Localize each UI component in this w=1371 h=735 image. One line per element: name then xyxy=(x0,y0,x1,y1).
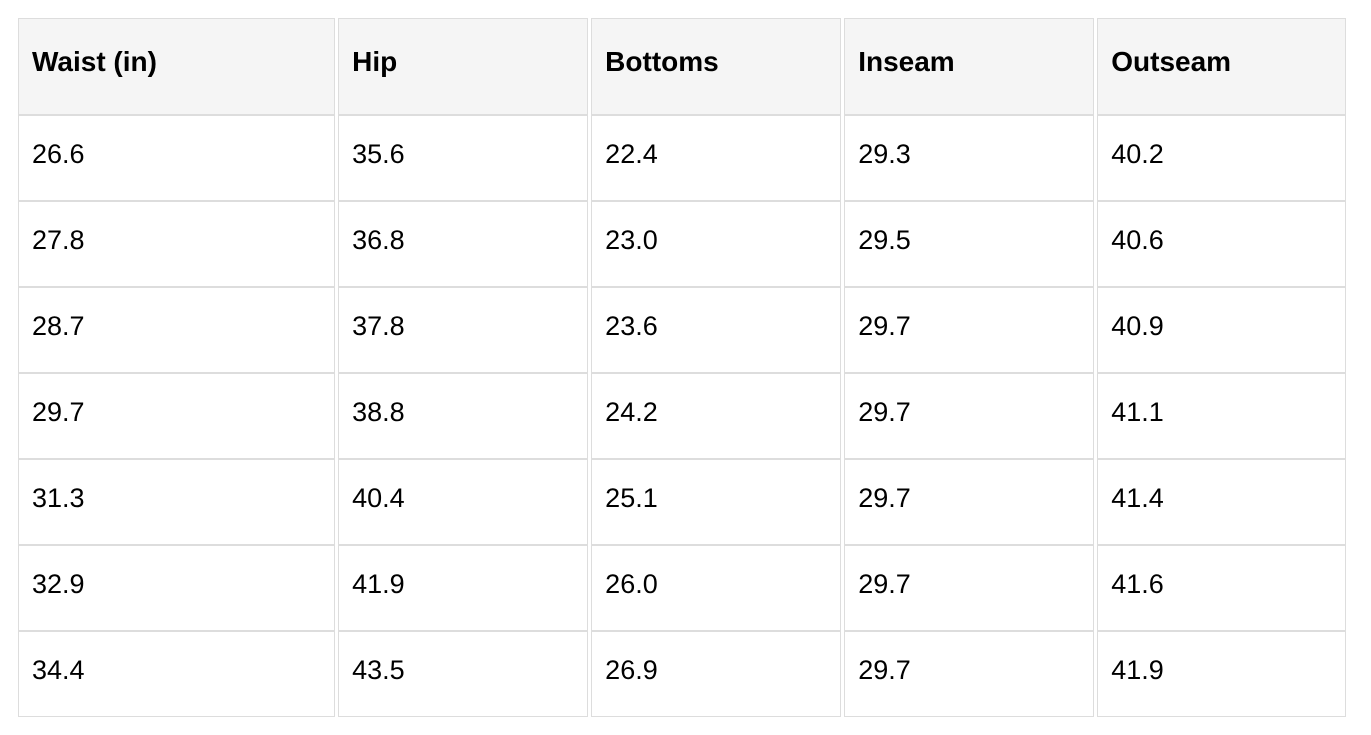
table-cell: 25.1 xyxy=(591,459,842,545)
table-cell: 23.6 xyxy=(591,287,842,373)
table-cell: 27.8 xyxy=(18,201,336,287)
size-chart-header: Waist (in) Hip Bottoms Inseam Outseam xyxy=(18,18,1346,115)
table-cell: 35.6 xyxy=(338,115,589,201)
table-cell: 32.9 xyxy=(18,545,336,631)
table-cell: 28.7 xyxy=(18,287,336,373)
table-cell: 29.7 xyxy=(844,287,1095,373)
table-cell: 29.7 xyxy=(844,373,1095,459)
table-cell: 24.2 xyxy=(591,373,842,459)
column-header-inseam: Inseam xyxy=(844,18,1095,115)
column-header-waist-in: Waist (in) xyxy=(18,18,336,115)
table-cell: 22.4 xyxy=(591,115,842,201)
size-chart-table: Waist (in) Hip Bottoms Inseam Outseam 26.6 35… xyxy=(15,18,1349,717)
table-row: 26.6 35.6 22.4 29.3 40.2 xyxy=(18,115,1346,201)
table-cell: 40.9 xyxy=(1097,287,1346,373)
header-row: Waist (in) Hip Bottoms Inseam Outseam xyxy=(18,18,1346,115)
table-cell: 26.0 xyxy=(591,545,842,631)
table-row: 32.9 41.9 26.0 29.7 41.6 xyxy=(18,545,1346,631)
table-cell: 38.8 xyxy=(338,373,589,459)
table-cell: 40.4 xyxy=(338,459,589,545)
table-cell: 29.3 xyxy=(844,115,1095,201)
table-cell: 29.7 xyxy=(844,545,1095,631)
table-cell: 41.4 xyxy=(1097,459,1346,545)
column-header-outseam: Outseam xyxy=(1097,18,1346,115)
table-cell: 41.6 xyxy=(1097,545,1346,631)
table-cell: 37.8 xyxy=(338,287,589,373)
table-cell: 29.5 xyxy=(844,201,1095,287)
table-row: 27.8 36.8 23.0 29.5 40.6 xyxy=(18,201,1346,287)
table-cell: 41.9 xyxy=(1097,631,1346,717)
table-cell: 40.2 xyxy=(1097,115,1346,201)
table-cell: 29.7 xyxy=(18,373,336,459)
table-row: 34.4 43.5 26.9 29.7 41.9 xyxy=(18,631,1346,717)
table-cell: 41.1 xyxy=(1097,373,1346,459)
column-header-bottoms: Bottoms xyxy=(591,18,842,115)
table-cell: 26.9 xyxy=(591,631,842,717)
table-cell: 29.7 xyxy=(844,459,1095,545)
table-row: 31.3 40.4 25.1 29.7 41.4 xyxy=(18,459,1346,545)
table-cell: 29.7 xyxy=(844,631,1095,717)
table-cell: 43.5 xyxy=(338,631,589,717)
table-cell: 31.3 xyxy=(18,459,336,545)
table-cell: 36.8 xyxy=(338,201,589,287)
column-header-hip: Hip xyxy=(338,18,589,115)
table-cell: 41.9 xyxy=(338,545,589,631)
table-row: 29.7 38.8 24.2 29.7 41.1 xyxy=(18,373,1346,459)
size-chart-body: 26.6 35.6 22.4 29.3 40.2 27.8 36.8 23.0 29.5 40.6… xyxy=(18,115,1346,717)
table-row: 28.7 37.8 23.6 29.7 40.9 xyxy=(18,287,1346,373)
table-cell: 26.6 xyxy=(18,115,336,201)
table-cell: 23.0 xyxy=(591,201,842,287)
table-cell: 34.4 xyxy=(18,631,336,717)
table-cell: 40.6 xyxy=(1097,201,1346,287)
